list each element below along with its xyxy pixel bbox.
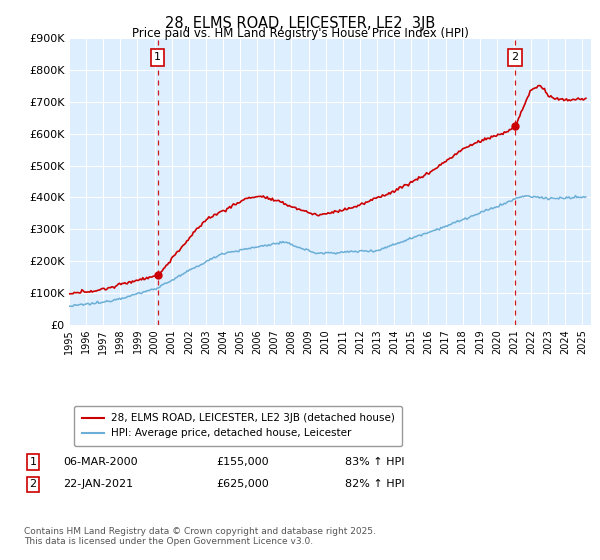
Text: 28, ELMS ROAD, LEICESTER, LE2  3JB: 28, ELMS ROAD, LEICESTER, LE2 3JB: [165, 16, 435, 31]
Text: Price paid vs. HM Land Registry's House Price Index (HPI): Price paid vs. HM Land Registry's House …: [131, 27, 469, 40]
Text: 82% ↑ HPI: 82% ↑ HPI: [345, 479, 404, 489]
Text: Contains HM Land Registry data © Crown copyright and database right 2025.
This d: Contains HM Land Registry data © Crown c…: [24, 526, 376, 546]
Text: 83% ↑ HPI: 83% ↑ HPI: [345, 457, 404, 467]
Text: 1: 1: [29, 457, 37, 467]
Text: 1: 1: [154, 52, 161, 62]
Text: 2: 2: [29, 479, 37, 489]
Text: £625,000: £625,000: [216, 479, 269, 489]
Text: £155,000: £155,000: [216, 457, 269, 467]
Text: 06-MAR-2000: 06-MAR-2000: [63, 457, 137, 467]
Text: 22-JAN-2021: 22-JAN-2021: [63, 479, 133, 489]
Text: 2: 2: [511, 52, 518, 62]
Legend: 28, ELMS ROAD, LEICESTER, LE2 3JB (detached house), HPI: Average price, detached: 28, ELMS ROAD, LEICESTER, LE2 3JB (detac…: [74, 406, 402, 446]
